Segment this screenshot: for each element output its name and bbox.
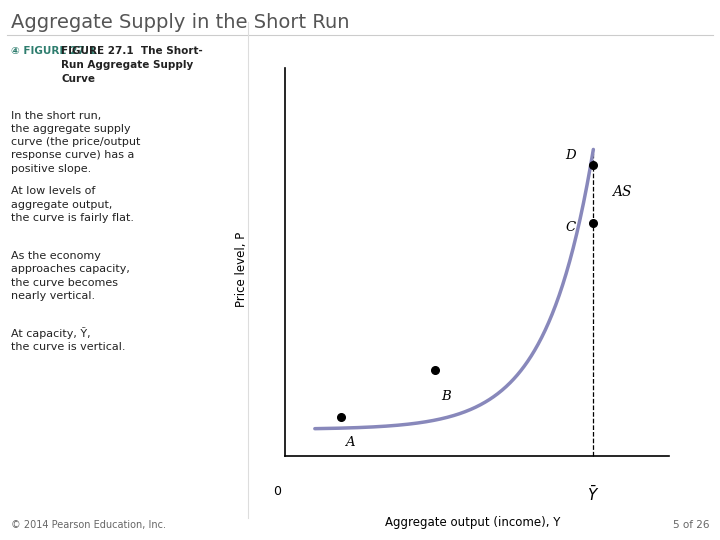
Text: $\bar{Y}$: $\bar{Y}$ — [588, 485, 600, 504]
Text: At capacity, Ỹ,
the curve is vertical.: At capacity, Ỹ, the curve is vertical. — [11, 327, 125, 352]
Text: D: D — [565, 149, 576, 162]
Text: A: A — [345, 436, 354, 449]
Text: 0: 0 — [273, 485, 282, 498]
Text: As the economy
approaches capacity,
the curve becomes
nearly vertical.: As the economy approaches capacity, the … — [11, 251, 130, 301]
Text: At low levels of
aggregate output,
the curve is fairly flat.: At low levels of aggregate output, the c… — [11, 186, 134, 222]
Text: © 2014 Pearson Education, Inc.: © 2014 Pearson Education, Inc. — [11, 520, 166, 530]
Text: FIGURE 27.1  The Short-
Run Aggregate Supply
Curve: FIGURE 27.1 The Short- Run Aggregate Sup… — [61, 46, 203, 84]
Text: Aggregate output (income), Y: Aggregate output (income), Y — [385, 516, 561, 529]
Text: ④ FIGURE 27.1: ④ FIGURE 27.1 — [11, 46, 96, 56]
Text: Price level, P: Price level, P — [235, 232, 248, 307]
Text: In the short run,
the aggregate supply
curve (the price/output
response curve) h: In the short run, the aggregate supply c… — [11, 111, 140, 173]
Text: C: C — [565, 221, 575, 234]
Text: 5 of 26: 5 of 26 — [672, 520, 709, 530]
Text: B: B — [441, 389, 451, 403]
Text: AS: AS — [612, 185, 631, 199]
Text: Aggregate Supply in the Short Run: Aggregate Supply in the Short Run — [11, 14, 349, 32]
